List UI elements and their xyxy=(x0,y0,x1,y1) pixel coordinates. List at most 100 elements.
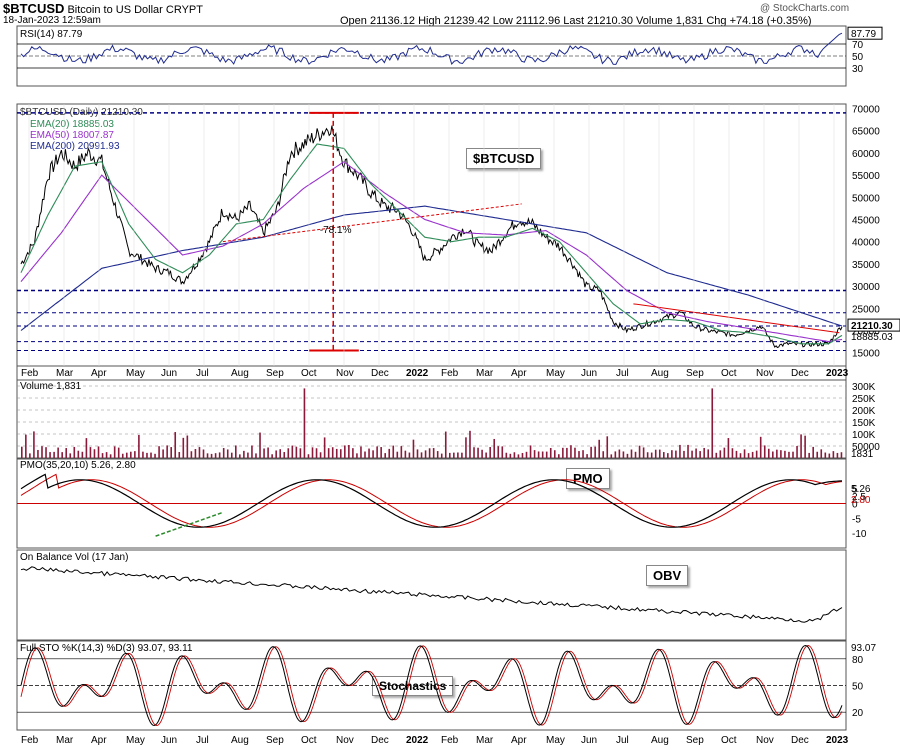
volume-bar xyxy=(541,451,544,458)
volume-bar xyxy=(719,450,722,458)
volume-bar xyxy=(109,454,112,458)
volume-bar xyxy=(61,452,63,458)
volume-bar xyxy=(339,449,342,458)
exchange: CRYPT xyxy=(165,4,203,16)
volume-bar xyxy=(295,446,298,458)
ema50-legend: EMA(50) 18007.87 xyxy=(30,130,114,141)
volume-bar xyxy=(626,453,629,458)
volume-bar xyxy=(412,439,415,458)
price-tick-label: 35000 xyxy=(852,260,880,271)
volume-bar xyxy=(582,450,584,458)
volume-bar xyxy=(125,452,128,458)
pmo-signal-line xyxy=(20,473,843,528)
volume-bar xyxy=(481,449,483,458)
ema20-last-label: 18885.03 xyxy=(851,332,893,343)
volume-bar xyxy=(828,453,831,458)
volume-bar xyxy=(558,454,560,458)
volume-bar xyxy=(33,431,35,458)
date-tick-label-bottom: Feb xyxy=(21,735,39,746)
date-tick-label: Nov xyxy=(336,368,354,379)
volume-bar xyxy=(178,452,181,458)
volume-bar xyxy=(638,445,641,458)
volume-bar xyxy=(832,451,835,458)
date-tick-label: Jul xyxy=(616,368,629,379)
date-tick-label: Dec xyxy=(371,368,389,379)
volume-bar xyxy=(836,452,839,458)
volume-bar xyxy=(291,445,294,458)
volume-bar xyxy=(675,450,677,458)
volume-bar xyxy=(610,454,613,458)
stoch-tick-label: 50 xyxy=(852,682,864,693)
price-tick-label: 25000 xyxy=(852,304,880,315)
volume-bar xyxy=(489,447,491,458)
volume-bar xyxy=(400,446,403,458)
volume-bar xyxy=(372,450,374,458)
volume-bar xyxy=(586,454,588,458)
date-tick-label-bottom: Dec xyxy=(371,735,389,746)
volume-bar xyxy=(537,451,540,458)
date-tick-label: Apr xyxy=(511,368,527,379)
date-tick-label: 2023 xyxy=(826,368,849,379)
date-tick-label-bottom: Apr xyxy=(91,735,107,746)
date-tick-label-bottom: Feb xyxy=(441,735,459,746)
volume-bar xyxy=(73,446,76,458)
volume-bar xyxy=(695,448,697,458)
volume-bar xyxy=(303,388,306,458)
date-tick-label-bottom: Apr xyxy=(511,735,527,746)
neckline-trend xyxy=(222,203,522,243)
volume-bar xyxy=(408,452,411,458)
volume-bar xyxy=(315,448,318,458)
volume-bar xyxy=(751,451,754,458)
price-last-label: 21210.30 xyxy=(851,321,893,332)
volume-bar xyxy=(166,445,168,458)
date-tick-label: Feb xyxy=(441,368,459,379)
volume-bar xyxy=(824,452,827,458)
volume-bar xyxy=(323,437,326,458)
volume-bar xyxy=(57,447,59,458)
volume-bar xyxy=(679,444,681,458)
volume-bar xyxy=(816,451,819,458)
pmo-title: PMO(35,20,10) 5.26, 2.80 xyxy=(20,460,136,471)
volume-bar xyxy=(130,451,132,458)
declining-trendline xyxy=(633,303,840,334)
stoch-callout: Stochastics xyxy=(372,676,454,696)
ohlc-summary: Open 21136.12 High 21239.42 Low 21112.96… xyxy=(340,15,812,27)
volume-bar xyxy=(501,446,504,458)
volume-bar xyxy=(198,447,201,458)
volume-bar xyxy=(622,451,625,458)
stoch-tick-label: 80 xyxy=(852,655,864,666)
volume-bar xyxy=(186,435,189,458)
volume-bar xyxy=(739,453,742,458)
rsi-line xyxy=(20,32,843,65)
volume-bar xyxy=(808,452,810,458)
volume-bar xyxy=(97,446,100,458)
date-tick-label-bottom: Sep xyxy=(686,735,704,746)
date-tick-label-bottom: Nov xyxy=(756,735,774,746)
date-tick-label-bottom: 2023 xyxy=(826,735,849,746)
volume-bar xyxy=(327,448,330,458)
drawdown-label: -78.1% xyxy=(320,225,352,236)
volume-bar xyxy=(529,445,532,458)
volume-bar xyxy=(81,451,84,458)
volume-bar xyxy=(662,452,665,458)
volume-tick-label: 100K xyxy=(852,430,876,441)
price-series-line xyxy=(20,125,843,349)
volume-bar xyxy=(396,451,399,458)
volume-bar xyxy=(513,452,516,458)
volume-bar xyxy=(767,448,770,458)
volume-bar xyxy=(453,452,455,458)
volume-bar xyxy=(210,453,213,458)
volume-bar xyxy=(404,450,407,458)
volume-bar xyxy=(331,447,334,458)
volume-bar xyxy=(444,431,447,458)
ema50-line xyxy=(20,161,843,343)
price-tick-label: 20000 xyxy=(852,326,880,337)
volume-bar xyxy=(37,449,39,458)
panel-frame-obv xyxy=(16,549,847,641)
volume-bar xyxy=(517,454,520,458)
volume-bar xyxy=(194,449,197,458)
volume-bar xyxy=(465,437,467,458)
volume-bar xyxy=(800,434,802,458)
volume-bar xyxy=(259,432,261,458)
volume-bar xyxy=(840,452,843,458)
